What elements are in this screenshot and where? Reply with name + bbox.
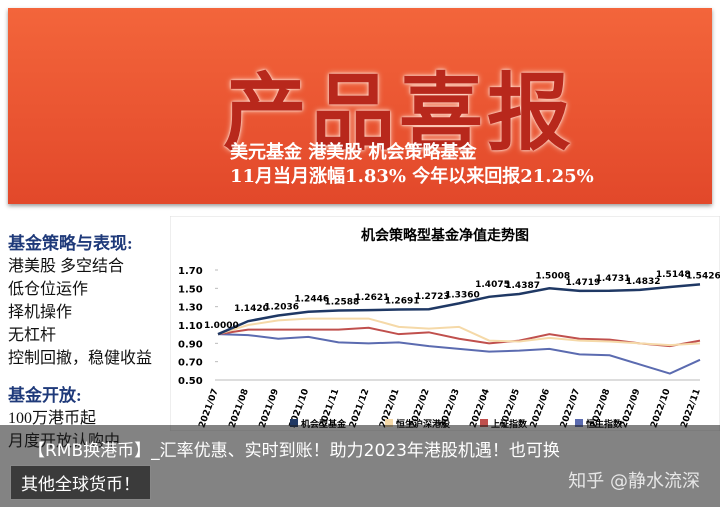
section-title: 基金策略与表现: [8,234,133,253]
value-label: 1.4832 [626,277,661,287]
legend-swatch [480,419,488,427]
value-label: 1.2588 [325,297,360,307]
legend-swatch [290,419,298,427]
strategy-item: 择机操作 [8,304,73,321]
series-line [217,283,701,336]
banner-line: 11月当月涨幅1.83% 今年以来回报21.25% [230,166,594,187]
legend-swatch [575,419,583,427]
banner-title: 产品喜报 [223,63,576,162]
series-line [217,333,701,375]
value-label: 1.5426 [686,271,720,281]
value-label: 1.4387 [505,281,540,291]
y-tick-label: 1.30 [178,303,203,314]
value-label: 1.2723 [415,292,450,302]
series-line [217,326,701,348]
left-panel: 基金策略与表现: 港美股 多空结合 低仓位运作择机操作无杠杆控制回撤，稳健收益 基金开… [8,232,152,453]
y-tick-label: 1.70 [178,266,203,277]
value-label: 1.4731 [596,274,631,284]
legend-swatch [385,419,393,427]
chart: 机会策略型基金净值走势图 0.50 0.70 0.90 1.10 1.30 1.50 1.7… [169,215,720,432]
section-title: 基金开放: [8,386,82,405]
chart-box: 机会策略型基金净值走势图 0.50 0.70 0.90 1.10 1.30 1.50 1.7… [169,215,720,436]
value-label: 1.2036 [264,303,299,313]
series-line [217,317,701,347]
y-tick-label: 0.50 [178,376,203,387]
value-label: 1.1420 [234,304,269,314]
y-tick-label: 1.50 [178,284,203,295]
value-label: 1.4719 [566,278,601,288]
value-label: 1.2621 [355,293,390,303]
open-item: 100万港币起 [8,410,97,427]
banner: 产品喜报 美元基金 港美股 机会策略基金 11月当月涨幅1.83% 今年以来回报… [8,8,712,204]
chart-title: 机会策略型基金净值走势图 [361,227,529,244]
value-label: 1.4075 [475,280,510,290]
y-tick-label: 1.10 [178,321,203,332]
value-label: 1.0000 [204,321,239,331]
caption-line: 其他全球货币！ [10,465,151,500]
value-label: 1.3360 [445,290,480,300]
value-label: 1.2691 [385,296,420,306]
watermark: 知乎 @静水流深 [568,471,700,492]
value-label: 1.2446 [294,295,329,305]
banner-line: 美元基金 港美股 机会策略基金 [230,142,477,163]
strategy-item: 低仓位运作 [8,281,89,298]
y-tick-label: 0.90 [178,339,203,350]
caption-line: 【RMB换港币】_汇率优惠、实时到账！助力2023年港股机遇！也可换 [28,441,560,461]
y-tick-label: 0.70 [178,358,203,369]
strategy-item: 港美股 多空结合 [8,258,125,275]
value-label: 1.5008 [535,271,570,281]
value-label: 1.5148 [656,270,691,280]
strategy-item: 控制回撤，稳健收益 [8,350,153,367]
caption: 【RMB换港币】_汇率优惠、实时到账！助力2023年港股机遇！也可换 其他全球货… [0,425,720,507]
strategy-item: 无杠杆 [8,327,57,344]
